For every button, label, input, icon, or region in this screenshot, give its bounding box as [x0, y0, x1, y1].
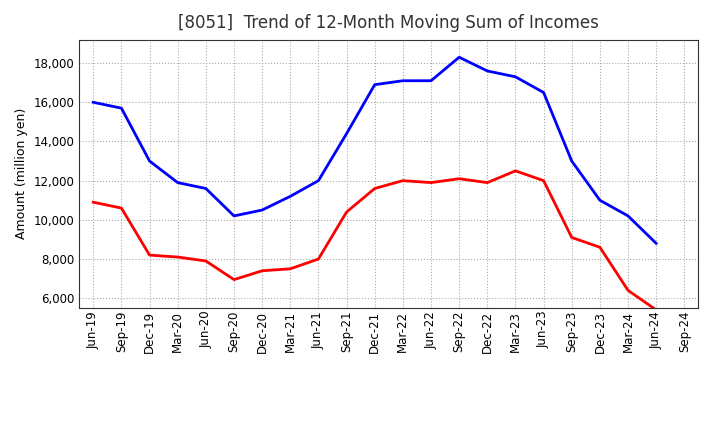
Net Income: [117, 205, 126, 211]
Ordinary Income: [258, 207, 266, 213]
Ordinary Income: [652, 241, 660, 246]
Net Income: [286, 266, 294, 271]
Net Income: [342, 209, 351, 215]
Net Income: [595, 245, 604, 250]
Net Income: [258, 268, 266, 273]
Net Income: [567, 235, 576, 240]
Net Income: [652, 307, 660, 312]
Net Income: [483, 180, 492, 185]
Net Income: [174, 254, 182, 260]
Net Income: [202, 258, 210, 264]
Net Income: [230, 277, 238, 282]
Ordinary Income: [230, 213, 238, 219]
Ordinary Income: [567, 158, 576, 164]
Ordinary Income: [511, 74, 520, 80]
Ordinary Income: [399, 78, 408, 84]
Net Income: [399, 178, 408, 183]
Line: Net Income: Net Income: [94, 171, 656, 310]
Ordinary Income: [539, 90, 548, 95]
Ordinary Income: [174, 180, 182, 185]
Ordinary Income: [370, 82, 379, 87]
Ordinary Income: [595, 198, 604, 203]
Net Income: [370, 186, 379, 191]
Net Income: [511, 168, 520, 173]
Ordinary Income: [427, 78, 436, 84]
Ordinary Income: [286, 194, 294, 199]
Ordinary Income: [145, 158, 154, 164]
Ordinary Income: [314, 178, 323, 183]
Net Income: [539, 178, 548, 183]
Net Income: [624, 288, 632, 293]
Ordinary Income: [342, 131, 351, 136]
Net Income: [145, 253, 154, 258]
Net Income: [427, 180, 436, 185]
Ordinary Income: [202, 186, 210, 191]
Line: Ordinary Income: Ordinary Income: [94, 57, 656, 243]
Title: [8051]  Trend of 12-Month Moving Sum of Incomes: [8051] Trend of 12-Month Moving Sum of I…: [179, 15, 599, 33]
Y-axis label: Amount (million yen): Amount (million yen): [15, 108, 28, 239]
Ordinary Income: [483, 68, 492, 73]
Net Income: [314, 257, 323, 262]
Ordinary Income: [117, 106, 126, 111]
Ordinary Income: [624, 213, 632, 219]
Ordinary Income: [89, 99, 98, 105]
Ordinary Income: [455, 55, 464, 60]
Net Income: [89, 200, 98, 205]
Net Income: [455, 176, 464, 181]
